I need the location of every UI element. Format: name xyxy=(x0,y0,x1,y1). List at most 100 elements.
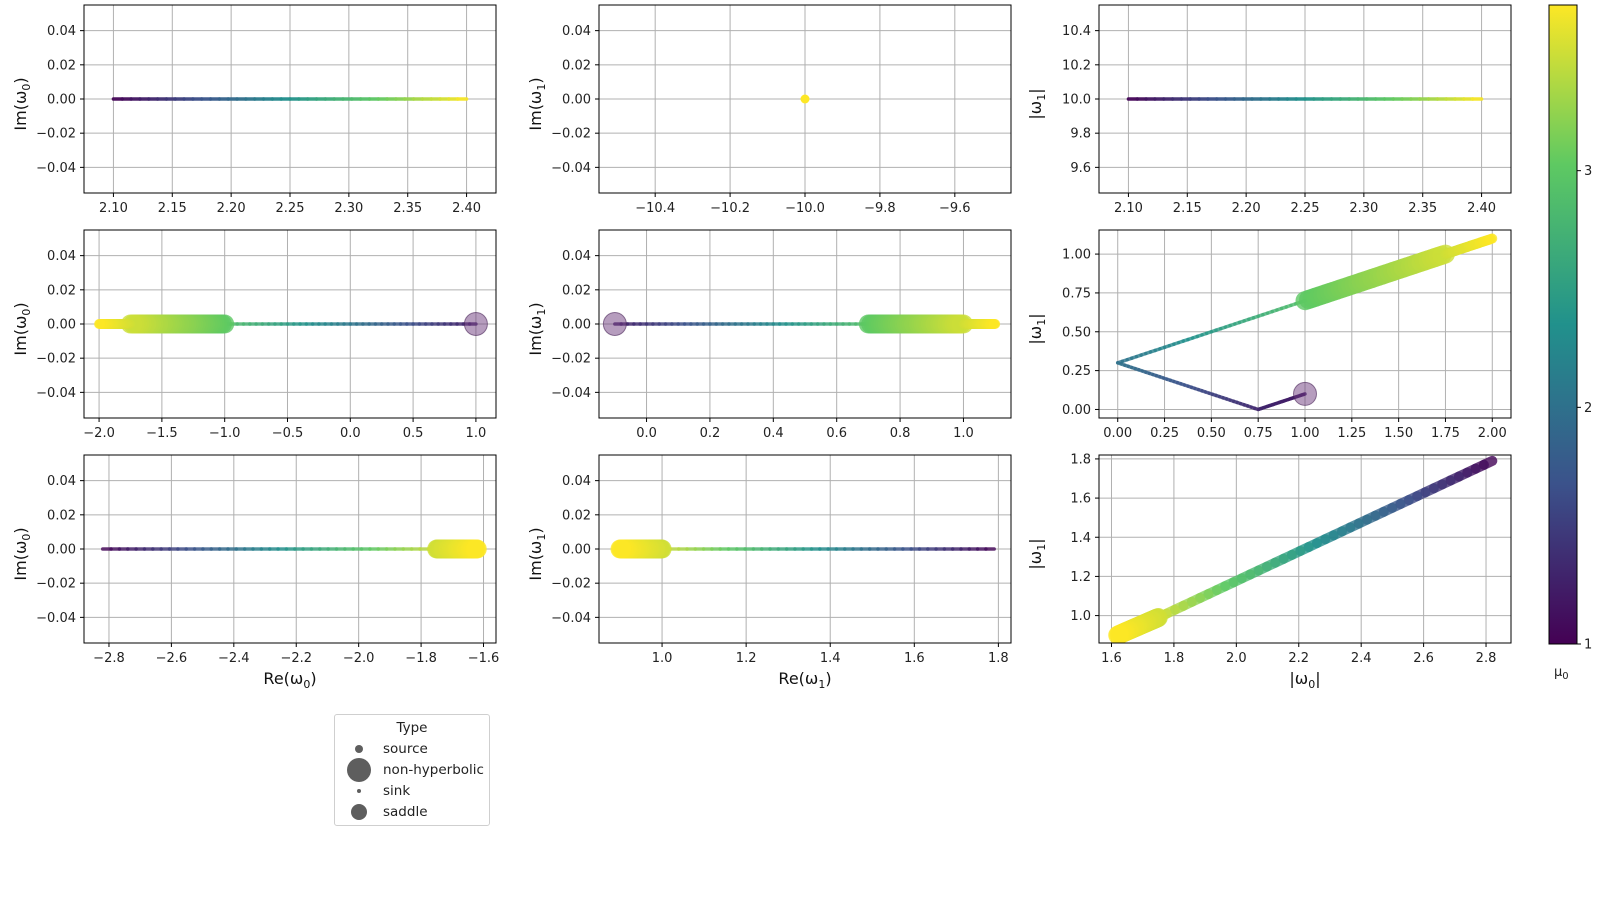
x-tick-label: 0.2 xyxy=(700,426,721,441)
y-tick-label: −0.02 xyxy=(36,127,76,142)
x-tick-label: 0.00 xyxy=(1103,426,1132,441)
y-axis-label: |ω1| xyxy=(1026,88,1048,119)
y-axis-label: Im(ω1) xyxy=(526,527,548,580)
axes-frame xyxy=(598,229,1012,419)
y-tick-label: −0.02 xyxy=(36,577,76,592)
legend-label-saddle: saddle xyxy=(383,803,428,820)
x-tick-label: 2.00 xyxy=(1478,426,1507,441)
y-tick-label: 0.04 xyxy=(47,24,76,39)
axes-frame xyxy=(83,454,497,644)
plot-area xyxy=(1115,233,1498,412)
x-tick-label: −2.4 xyxy=(218,651,250,666)
x-tick-label: −2.0 xyxy=(83,426,115,441)
x-tick-label: 2.8 xyxy=(1476,651,1497,666)
y-axis-label: Im(ω0) xyxy=(11,77,33,130)
x-tick-label: 1.0 xyxy=(953,426,974,441)
x-tick-label: 2.15 xyxy=(158,201,187,216)
y-axis-label: |ω1| xyxy=(1026,313,1048,344)
y-tick-label: 0.00 xyxy=(1062,403,1091,418)
x-tick-label: 1.6 xyxy=(904,651,925,666)
legend-label-sink: sink xyxy=(383,782,411,799)
x-tick-label: −2.8 xyxy=(93,651,125,666)
y-axis-label: |ω1| xyxy=(1026,538,1048,569)
colorbar-tick-label: 1 xyxy=(1584,638,1592,653)
x-tick-label: −1.0 xyxy=(209,426,241,441)
legend-label-source: source xyxy=(383,740,428,757)
x-tick-label: −9.8 xyxy=(864,201,896,216)
y-tick-label: 0.25 xyxy=(1062,364,1091,379)
colorbar-tick-label: 2 xyxy=(1584,401,1592,416)
legend-item-sink: sink xyxy=(335,780,489,801)
x-tick-label: 2.35 xyxy=(1408,201,1437,216)
y-tick-label: 9.6 xyxy=(1070,161,1091,176)
y-tick-label: 1.4 xyxy=(1070,531,1091,546)
colorbar-tick-label: 3 xyxy=(1584,164,1592,179)
x-tick-label: 1.2 xyxy=(736,651,757,666)
plot-area xyxy=(602,312,1001,336)
x-tick-label: −1.8 xyxy=(405,651,437,666)
subplot-r2c1: −2.0 −1.5 −1.0 −0.5 0.0 0.5 1.0 0.04 0.02 0.00 −0.… xyxy=(11,229,497,441)
y-tick-label: 1.2 xyxy=(1070,570,1091,585)
x-tick-label: 2.15 xyxy=(1173,201,1202,216)
x-axis-label: Re(ω0) xyxy=(263,669,316,691)
x-tick-label: 1.0 xyxy=(466,426,487,441)
x-tick-label: 2.20 xyxy=(1232,201,1261,216)
source-marker-icon xyxy=(355,744,363,753)
y-tick-label: 10.2 xyxy=(1062,58,1091,73)
subplot-r2c3: 0.00 0.25 0.50 0.75 1.00 1.25 1.50 1.75 2.00 1.00… xyxy=(1026,229,1512,441)
axes-frame xyxy=(83,4,497,194)
y-tick-label: 0.00 xyxy=(562,93,591,108)
x-tick-label: 2.10 xyxy=(1114,201,1143,216)
y-axis-label: Im(ω1) xyxy=(526,302,548,355)
subplot-r3c3: 1.6 1.8 2.0 2.2 2.4 2.6 2.8 1.8 1.6 1.4 1.2 1.0 |ω1|… xyxy=(1026,452,1512,691)
y-tick-label: −0.04 xyxy=(36,161,76,176)
y-axis-label: Im(ω0) xyxy=(11,527,33,580)
y-tick-label: −0.02 xyxy=(551,352,591,367)
axes-frame xyxy=(83,229,497,419)
subplot-r1c1: 2.10 2.15 2.20 2.25 2.30 2.35 2.40 0.04 0.02 0.00… xyxy=(11,4,497,216)
y-tick-label: 0.02 xyxy=(47,283,76,298)
x-tick-label: 2.35 xyxy=(393,201,422,216)
x-tick-label: −10.4 xyxy=(635,201,675,216)
non-hyperbolic-point xyxy=(602,312,627,336)
y-tick-label: −0.04 xyxy=(36,611,76,626)
x-tick-label: 2.25 xyxy=(276,201,305,216)
x-tick-label: −10.2 xyxy=(710,201,750,216)
legend-item-saddle: saddle xyxy=(335,801,489,822)
x-tick-label: 0.5 xyxy=(403,426,424,441)
non-hyperbolic-point xyxy=(1293,381,1317,406)
y-tick-label: 0.00 xyxy=(562,318,591,333)
y-tick-label: 0.02 xyxy=(562,58,591,73)
x-tick-label: −2.2 xyxy=(280,651,312,666)
x-tick-label: 0.0 xyxy=(340,426,361,441)
y-tick-label: 10.0 xyxy=(1062,93,1091,108)
x-tick-label: −1.5 xyxy=(146,426,178,441)
subplot-r1c3: 2.10 2.15 2.20 2.25 2.30 2.35 2.40 10.4 10.2 10.0… xyxy=(1026,4,1512,216)
x-tick-label: 1.00 xyxy=(1291,426,1320,441)
x-tick-label: 0.75 xyxy=(1244,426,1273,441)
x-tick-label: −2.6 xyxy=(156,651,188,666)
axes-frame xyxy=(1098,454,1512,644)
sink-marker-icon xyxy=(357,788,361,793)
y-tick-label: 0.04 xyxy=(47,249,76,264)
x-tick-label: 1.50 xyxy=(1384,426,1413,441)
legend-item-non-hyperbolic: non-hyperbolic xyxy=(335,757,489,782)
x-tick-label: −1.6 xyxy=(468,651,500,666)
y-tick-label: −0.04 xyxy=(551,161,591,176)
x-tick-label: 1.8 xyxy=(988,651,1009,666)
x-tick-label: 2.10 xyxy=(99,201,128,216)
y-tick-label: 0.04 xyxy=(562,249,591,264)
x-tick-label: 2.2 xyxy=(1288,651,1309,666)
y-tick-label: 0.50 xyxy=(1062,325,1091,340)
y-tick-label: 1.6 xyxy=(1070,492,1091,507)
x-tick-label: 2.30 xyxy=(1349,201,1378,216)
legend-label-non-hyperbolic: non-hyperbolic xyxy=(383,761,484,778)
colorbar: 3 2 1 μ0 xyxy=(1548,4,1592,682)
x-tick-label: 2.40 xyxy=(452,201,481,216)
x-tick-label: 2.6 xyxy=(1413,651,1434,666)
x-tick-label: −0.5 xyxy=(272,426,304,441)
x-tick-label: 1.6 xyxy=(1101,651,1122,666)
y-tick-label: 1.0 xyxy=(1070,609,1091,624)
y-tick-label: 0.02 xyxy=(562,508,591,523)
